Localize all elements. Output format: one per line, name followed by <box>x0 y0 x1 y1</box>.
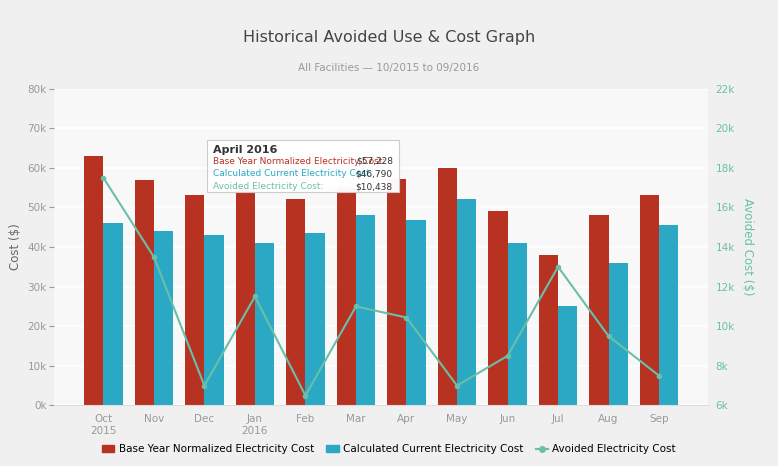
Bar <box>608 263 628 405</box>
Text: $57,228: $57,228 <box>356 157 393 166</box>
Avoided Electricity Cost <box>604 333 613 339</box>
Bar <box>387 179 406 405</box>
Avoided Electricity Cost <box>654 373 664 378</box>
Avoided Electricity Cost <box>503 353 512 359</box>
Legend: Base Year Normalized Electricity Cost, Calculated Current Electricity Cost, Avoi: Base Year Normalized Electricity Cost, C… <box>98 440 680 459</box>
FancyBboxPatch shape <box>207 140 399 192</box>
Bar <box>356 215 375 405</box>
Text: April 2016: April 2016 <box>213 145 278 155</box>
Text: Historical Avoided Use & Cost Graph: Historical Avoided Use & Cost Graph <box>243 30 535 45</box>
Y-axis label: Cost ($): Cost ($) <box>9 224 22 270</box>
Text: $46,790: $46,790 <box>356 169 393 178</box>
Bar <box>185 195 205 405</box>
Text: Base Year Normalized Electricity Cost:: Base Year Normalized Electricity Cost: <box>213 157 385 166</box>
Text: $10,438: $10,438 <box>356 182 393 191</box>
Bar <box>154 231 173 405</box>
Text: Calculated Current Electricity Cost:: Calculated Current Electricity Cost: <box>213 169 373 178</box>
Avoided Electricity Cost <box>149 254 159 260</box>
Bar <box>255 243 274 405</box>
Bar <box>306 233 324 405</box>
Bar <box>286 199 306 405</box>
Avoided Electricity Cost <box>200 383 209 388</box>
Avoided Electricity Cost <box>553 264 562 269</box>
Text: All Facilities — 10/2015 to 09/2016: All Facilities — 10/2015 to 09/2016 <box>299 62 479 73</box>
Bar <box>406 220 426 405</box>
Bar <box>539 255 558 405</box>
Avoided Electricity Cost <box>99 175 108 180</box>
Bar <box>438 168 457 405</box>
Avoided Electricity Cost <box>352 304 361 309</box>
Bar <box>205 235 223 405</box>
Avoided Electricity Cost <box>251 294 260 299</box>
Bar <box>640 195 659 405</box>
Bar <box>84 156 103 405</box>
Avoided Electricity Cost <box>301 393 310 398</box>
Line: Avoided Electricity Cost: Avoided Electricity Cost <box>100 175 662 398</box>
Y-axis label: Avoided Cost ($): Avoided Cost ($) <box>741 198 755 296</box>
Bar <box>558 307 577 405</box>
Avoided Electricity Cost <box>452 383 461 388</box>
Bar <box>457 199 476 405</box>
Bar <box>135 179 154 405</box>
Avoided Electricity Cost <box>401 315 411 320</box>
Bar <box>337 187 356 405</box>
Bar <box>590 215 608 405</box>
Bar <box>507 243 527 405</box>
Bar <box>103 223 123 405</box>
Bar <box>659 225 678 405</box>
Text: Avoided Electricity Cost:: Avoided Electricity Cost: <box>213 182 324 191</box>
Bar <box>236 187 255 405</box>
Bar <box>489 211 507 405</box>
